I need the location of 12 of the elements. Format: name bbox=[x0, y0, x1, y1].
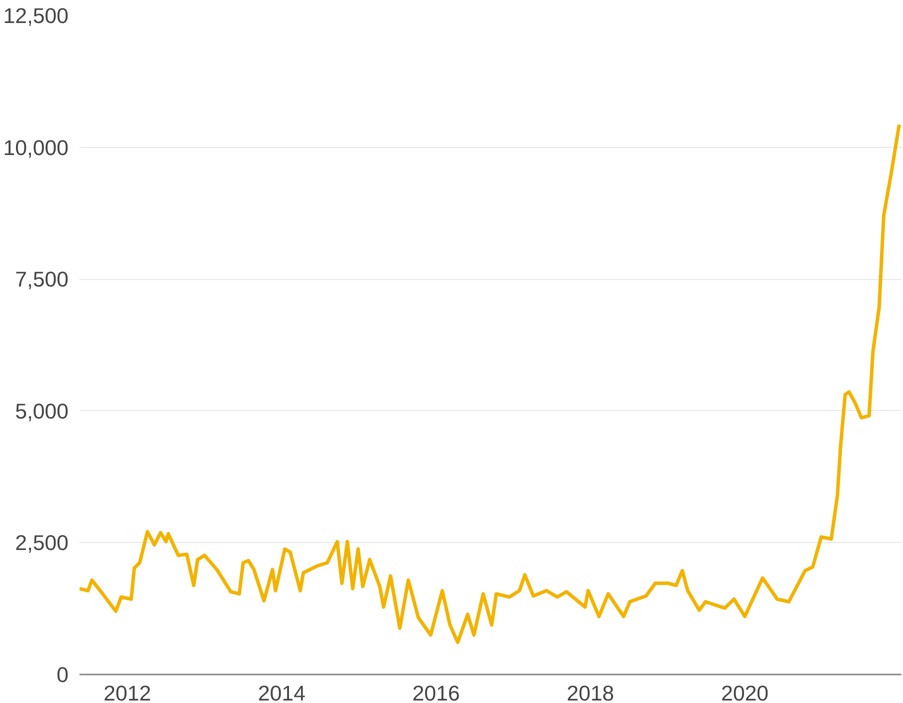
x-tick-label: 2012 bbox=[104, 682, 152, 703]
line-series bbox=[80, 122, 901, 644]
y-tick-label: 12,500 bbox=[3, 4, 69, 28]
y-tick-label: 10,000 bbox=[3, 136, 69, 160]
y-tick-label: 7,500 bbox=[15, 268, 69, 292]
x-tick-label: 2018 bbox=[566, 682, 614, 703]
y-tick-label: 5,000 bbox=[15, 399, 69, 424]
y-tick-label: 0 bbox=[56, 663, 69, 687]
x-tick-label: 2014 bbox=[258, 682, 306, 703]
x-tick-label: 2020 bbox=[721, 682, 769, 703]
x-tick-label: 2016 bbox=[412, 682, 460, 703]
y-tick-label: 2,500 bbox=[15, 531, 69, 556]
